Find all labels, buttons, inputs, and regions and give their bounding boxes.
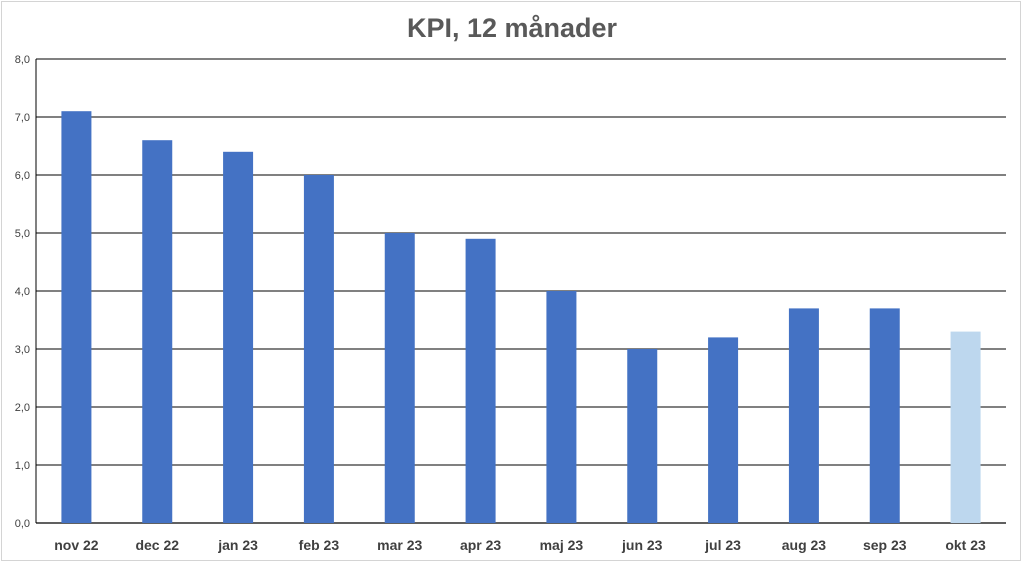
x-tick-label: mar 23: [377, 537, 422, 553]
y-tick-label: 4,0: [15, 286, 30, 298]
x-tick-label: maj 23: [540, 537, 584, 553]
chart-title: KPI, 12 månader: [407, 13, 618, 43]
bar-mar-23: [384, 233, 415, 523]
y-tick-label: 2,0: [15, 402, 30, 414]
y-axis-ticks: 0,0 1,0 2,0 3,0 4,0 5,0 6,0 7,0 8,0: [15, 54, 30, 530]
x-tick-label: nov 22: [54, 537, 99, 553]
y-tick-label: 1,0: [15, 460, 30, 472]
x-tick-label: jul 23: [704, 537, 741, 553]
y-tick-label: 6,0: [15, 170, 30, 182]
bar-dec-22: [142, 140, 173, 523]
bar-sep-23: [869, 308, 900, 523]
x-tick-label: sep 23: [863, 537, 907, 553]
x-tick-label: jun 23: [621, 537, 663, 553]
bar-feb-23: [303, 175, 334, 523]
bar-apr-23: [465, 238, 496, 524]
y-tick-label: 8,0: [15, 54, 30, 66]
bars: [61, 111, 981, 524]
x-axis-ticks: nov 22 dec 22 jan 23 feb 23 mar 23 apr 23 maj …: [54, 537, 986, 553]
gridlines: [36, 58, 1006, 524]
y-tick-label: 3,0: [15, 344, 30, 356]
bar-maj-23: [546, 291, 577, 523]
y-tick-label: 7,0: [15, 112, 30, 124]
x-tick-label: aug 23: [782, 537, 827, 553]
bar-okt-23: [950, 331, 981, 523]
y-tick-label: 0,0: [15, 518, 30, 530]
y-tick-label: 5,0: [15, 228, 30, 240]
bar-jan-23: [223, 151, 254, 524]
bar-aug-23: [788, 308, 819, 523]
x-tick-label: okt 23: [945, 537, 986, 553]
bar-nov-22: [61, 111, 92, 523]
x-tick-label: feb 23: [299, 537, 340, 553]
bar-jul-23: [708, 337, 739, 523]
x-tick-label: apr 23: [460, 537, 501, 553]
x-tick-label: dec 22: [135, 537, 179, 553]
x-tick-label: jan 23: [217, 537, 258, 553]
bar-jun-23: [627, 349, 658, 523]
